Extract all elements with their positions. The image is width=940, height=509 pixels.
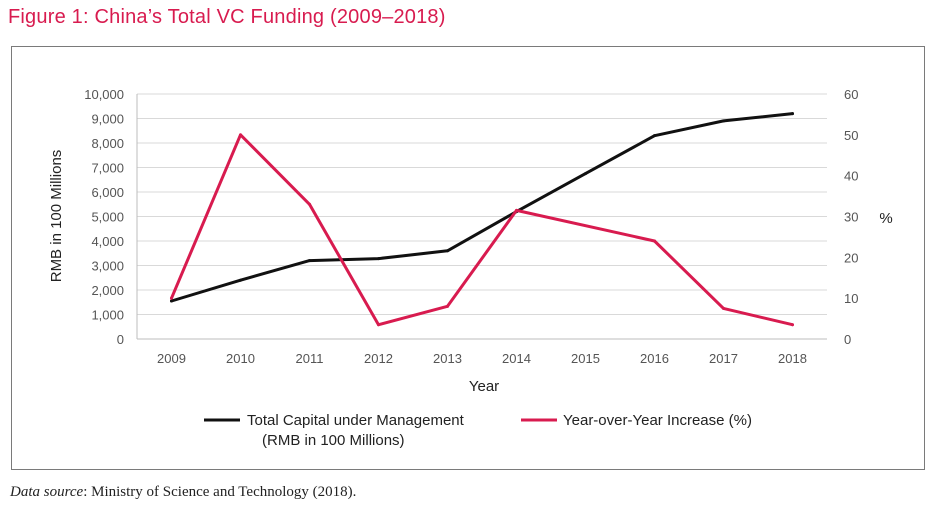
y-tick-label: 2,000	[91, 283, 124, 298]
right-axis-ticks: 0 10 20 30 40 50 60	[844, 87, 858, 347]
y-tick-label: 9,000	[91, 112, 124, 127]
data-point-total-capital	[584, 172, 587, 176]
data-point-total-capital	[791, 112, 794, 116]
y-tick-label: 1,000	[91, 308, 124, 323]
legend-label-yoy-increase: Year-over-Year Increase (%)	[563, 412, 752, 429]
data-point-yoy-increase	[308, 202, 311, 206]
x-axis-ticks: 2009 2010 2011 2012 2013 2014 2015 2016 2017 2018	[157, 351, 807, 366]
x-axis-label: Year	[469, 378, 499, 395]
data-point-yoy-increase	[653, 239, 656, 243]
data-point-total-capital	[239, 278, 242, 282]
y2-tick-label: 0	[844, 332, 851, 347]
data-point-yoy-increase	[239, 133, 242, 137]
y2-tick-label: 30	[844, 210, 858, 225]
data-point-total-capital	[377, 257, 380, 261]
data-point-yoy-increase	[791, 323, 794, 327]
y2-tick-label: 50	[844, 128, 858, 143]
y-axis-label: RMB in 100 Millions	[48, 150, 65, 283]
y2-axis-label: %	[879, 210, 892, 227]
series-lines	[170, 112, 794, 327]
y-tick-label: 3,000	[91, 259, 124, 274]
x-tick-label: 2010	[226, 351, 255, 366]
data-point-yoy-increase	[515, 208, 518, 212]
data-source-text: : Ministry of Science and Technology (20…	[83, 484, 357, 500]
figure-title: Figure 1: China’s Total VC Funding (2009…	[8, 6, 446, 28]
x-tick-label: 2016	[640, 351, 669, 366]
data-point-yoy-increase	[377, 323, 380, 327]
y-tick-label: 0	[117, 332, 124, 347]
y-tick-label: 4,000	[91, 234, 124, 249]
legend: Total Capital under Management (RMB in 1…	[204, 412, 752, 449]
y-tick-label: 5,000	[91, 210, 124, 225]
data-point-total-capital	[308, 259, 311, 263]
y-tick-label: 8,000	[91, 136, 124, 151]
data-point-yoy-increase	[722, 306, 725, 310]
x-tick-label: 2009	[157, 351, 186, 366]
chart-frame	[11, 46, 925, 470]
data-point-yoy-increase	[170, 296, 173, 300]
left-axis-ticks: 0 1,000 2,000 3,000 4,000 5,000 6,000 7,000 8,00…	[84, 87, 124, 347]
y2-tick-label: 60	[844, 87, 858, 102]
y-tick-label: 7,000	[91, 161, 124, 176]
y2-tick-label: 20	[844, 250, 858, 265]
gridlines	[136, 93, 827, 340]
y-tick-label: 6,000	[91, 185, 124, 200]
series-line-total-capital	[170, 112, 794, 303]
legend-label-total-capital: Total Capital under Management	[247, 412, 465, 429]
y2-tick-label: 40	[844, 169, 858, 184]
data-point-yoy-increase	[446, 304, 449, 308]
data-point-total-capital	[722, 119, 725, 123]
data-source-note: Data source: Ministry of Science and Tec…	[10, 484, 356, 501]
data-point-total-capital	[446, 249, 449, 253]
y-tick-label: 10,000	[84, 87, 124, 102]
x-tick-label: 2018	[778, 351, 807, 366]
data-point-total-capital	[653, 134, 656, 138]
data-point-total-capital	[170, 299, 173, 303]
legend-label-total-capital-unit: (RMB in 100 Millions)	[262, 432, 405, 449]
x-tick-label: 2011	[296, 351, 324, 366]
x-tick-label: 2013	[433, 351, 462, 366]
x-tick-label: 2014	[502, 351, 531, 366]
x-tick-label: 2017	[709, 351, 738, 366]
data-source-prefix: Data source	[10, 484, 84, 500]
vc-funding-chart: 0 1,000 2,000 3,000 4,000 5,000 6,000 7,000 8,00…	[48, 87, 893, 449]
x-tick-label: 2015	[571, 351, 600, 366]
y2-tick-label: 10	[844, 291, 858, 306]
x-tick-label: 2012	[364, 351, 393, 366]
